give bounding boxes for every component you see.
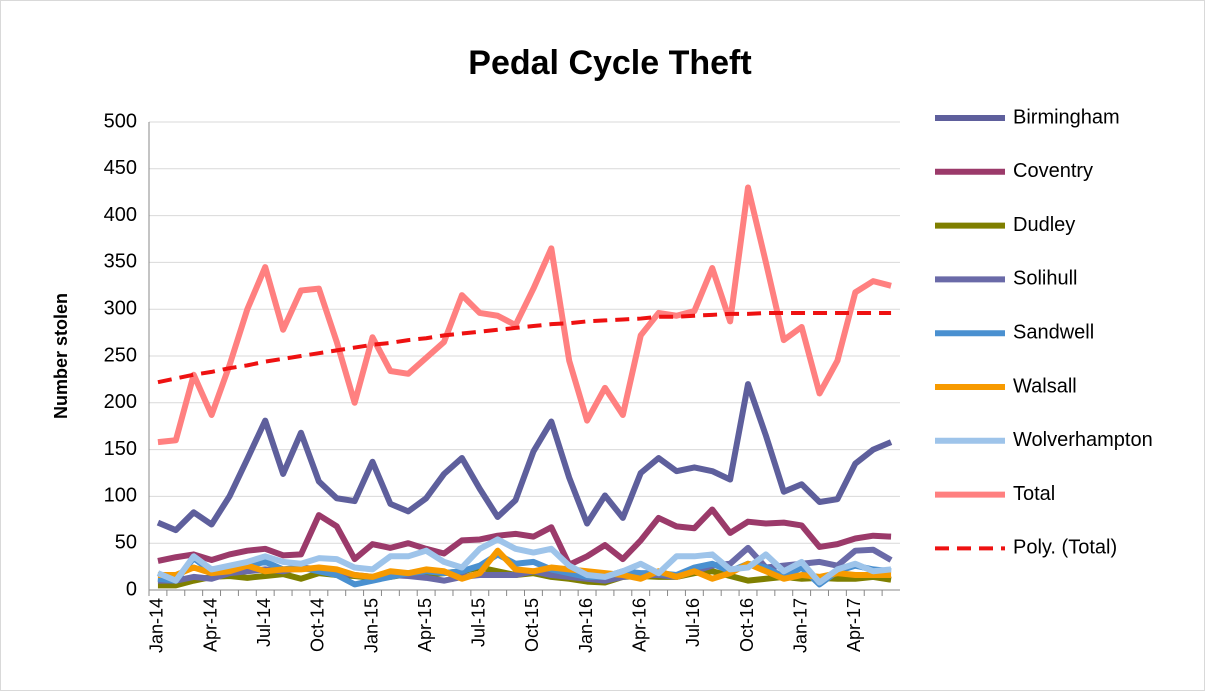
- y-axis-label: Number stolen: [51, 293, 71, 419]
- x-tick-label: Apr-17: [844, 598, 864, 652]
- x-tick-label: Apr-16: [629, 598, 649, 652]
- y-tick-label: 450: [104, 157, 137, 179]
- x-tick-label: Jul-14: [254, 598, 274, 647]
- x-tick-label: Apr-14: [200, 598, 220, 652]
- chart-title: Pedal Cycle Theft: [468, 44, 751, 82]
- series-line: [156, 381, 893, 534]
- legend-label: Poly. (Total): [1013, 537, 1117, 559]
- x-tick-label: Apr-15: [415, 598, 435, 652]
- y-tick-label: 50: [115, 531, 137, 553]
- x-tick-label: Oct-14: [308, 598, 328, 652]
- legend-label: Walsall: [1013, 375, 1077, 397]
- legend-label: Sandwell: [1013, 321, 1094, 343]
- series-line: [156, 536, 892, 586]
- y-tick-label: 250: [104, 344, 137, 366]
- series-line: [157, 506, 892, 568]
- y-tick-label: 300: [104, 297, 137, 319]
- y-tick-label: 100: [104, 485, 137, 507]
- x-tick-label: Jul-16: [683, 598, 703, 647]
- legend-label: Coventry: [1013, 160, 1093, 182]
- legend-label: Birmingham: [1013, 106, 1120, 128]
- x-tick-label: Jul-15: [469, 598, 489, 647]
- y-tick-label: 150: [104, 438, 137, 460]
- y-tick-label: 0: [126, 578, 137, 600]
- y-tick-label: 200: [104, 391, 137, 413]
- series-line: [157, 547, 892, 582]
- x-tick-label: Oct-15: [522, 598, 542, 652]
- legend-label: Solihull: [1013, 268, 1077, 290]
- y-tick-label: 500: [104, 110, 137, 132]
- x-tick-label: Jan-17: [790, 598, 810, 653]
- x-tick-label: Jan-16: [576, 598, 596, 653]
- x-tick-label: Jan-15: [361, 598, 381, 653]
- legend-label: Dudley: [1013, 214, 1075, 236]
- y-tick-label: 400: [104, 204, 137, 226]
- y-tick-label: 350: [104, 251, 137, 273]
- legend-label: Wolverhampton: [1013, 429, 1153, 451]
- x-tick-label: Oct-16: [737, 598, 757, 652]
- series-line: [157, 184, 892, 446]
- legend-label: Total: [1013, 483, 1055, 505]
- x-tick-label: Jan-14: [147, 598, 167, 653]
